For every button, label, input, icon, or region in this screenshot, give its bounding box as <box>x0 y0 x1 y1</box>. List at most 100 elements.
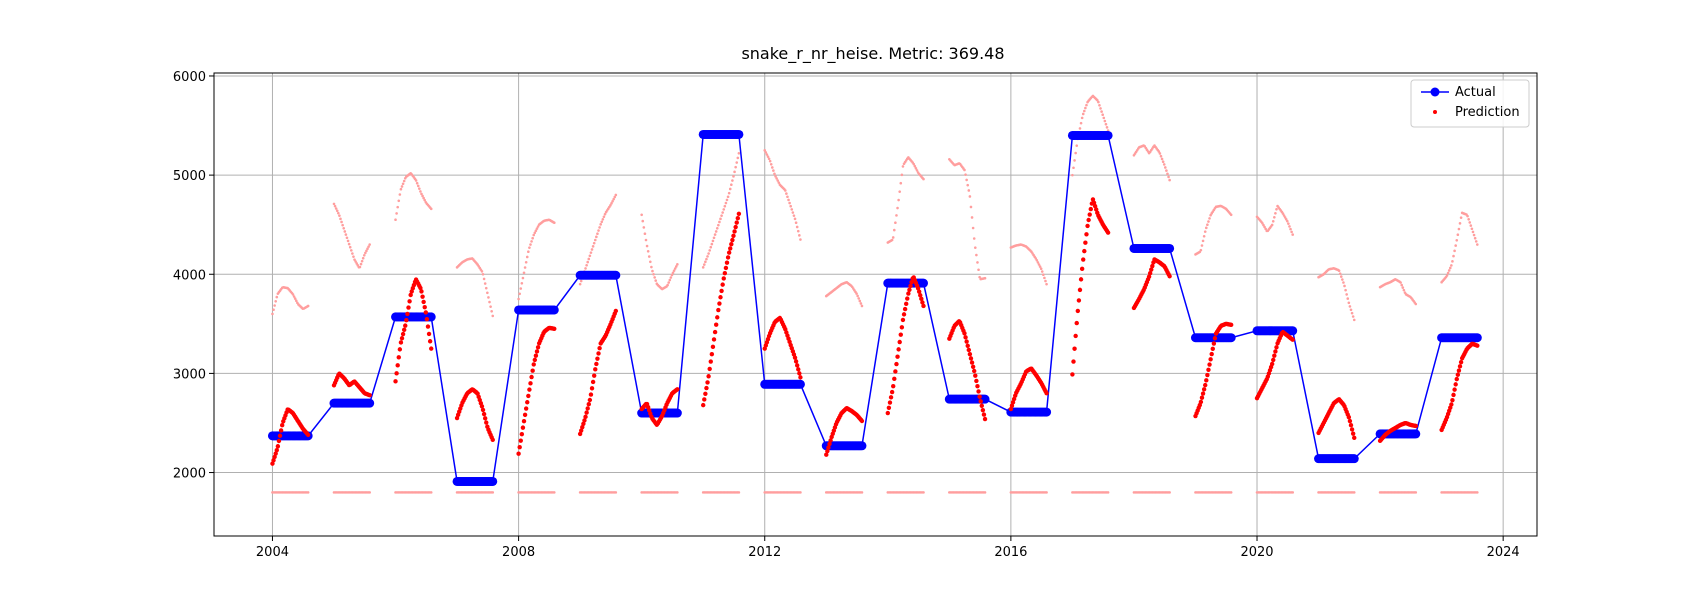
prediction-faint-point <box>718 220 721 224</box>
actual-marker <box>1226 333 1236 343</box>
prediction-point <box>420 294 425 299</box>
prediction-point <box>400 331 406 337</box>
prediction-faint-point <box>775 177 778 180</box>
prediction-faint-point <box>734 165 737 169</box>
prediction-point <box>1456 368 1462 373</box>
prediction-faint-point <box>1079 121 1083 125</box>
prediction-point <box>900 317 906 323</box>
prediction-point <box>396 355 401 360</box>
prediction-faint-point <box>1287 222 1290 225</box>
prediction-point <box>1458 359 1464 365</box>
prediction-faint-point <box>429 207 433 211</box>
prediction-faint-point <box>860 304 864 308</box>
actual-marker <box>734 129 744 139</box>
prediction-faint-point <box>644 238 648 242</box>
prediction-point <box>1350 431 1356 436</box>
prediction-faint-point <box>1080 116 1084 120</box>
prediction-faint-point <box>579 279 583 283</box>
prediction-faint-point <box>772 169 775 172</box>
prediction-faint-point <box>1263 225 1266 229</box>
prediction-faint-point <box>643 232 647 236</box>
prediction-point <box>367 393 372 398</box>
legend-actual-label: Actual <box>1455 85 1496 100</box>
prediction-point <box>827 441 832 447</box>
prediction-point <box>580 424 585 430</box>
prediction-faint-point <box>599 223 602 226</box>
prediction-faint-point <box>669 276 673 279</box>
prediction-point <box>920 300 925 305</box>
prediction-faint-point <box>1285 219 1289 223</box>
prediction-point <box>717 301 722 306</box>
prediction-faint-point <box>338 214 341 217</box>
y-tick-label: 6000 <box>173 70 206 85</box>
prediction-faint-point <box>530 240 533 243</box>
prediction-faint-point <box>668 278 672 282</box>
prediction-faint-point <box>399 187 403 191</box>
prediction-faint-point <box>721 211 724 214</box>
prediction-faint-point <box>1095 98 1099 102</box>
prediction-faint-point <box>595 235 598 239</box>
prediction-point <box>552 326 557 331</box>
prediction-faint-point <box>1273 215 1276 219</box>
prediction-faint-point <box>306 304 310 308</box>
prediction-faint-point <box>1038 265 1042 268</box>
prediction-faint-point <box>1099 107 1102 110</box>
prediction-faint-point <box>484 286 488 290</box>
prediction-point <box>275 444 281 449</box>
prediction-point <box>397 347 403 352</box>
actual-marker <box>365 398 375 408</box>
prediction-point <box>582 418 587 423</box>
prediction-faint-point <box>776 179 780 182</box>
prediction-faint-point <box>602 215 606 219</box>
prediction-faint-point <box>972 237 976 240</box>
prediction-faint-point <box>1474 240 1478 243</box>
prediction-faint-point <box>1040 270 1044 273</box>
prediction-faint-point <box>589 251 593 254</box>
prediction-point <box>720 282 725 287</box>
prediction-faint-point <box>1037 263 1041 266</box>
prediction-point <box>1083 240 1088 245</box>
prediction-faint-point <box>1288 225 1291 228</box>
prediction-point <box>733 224 738 230</box>
prediction-point <box>718 295 723 300</box>
prediction-point <box>793 359 799 364</box>
prediction-point <box>587 397 593 403</box>
prediction-faint-point <box>1342 281 1345 284</box>
prediction-faint-point <box>533 231 537 235</box>
prediction-point <box>731 233 736 239</box>
prediction-faint-point <box>855 292 858 295</box>
prediction-faint-point <box>1200 244 1204 247</box>
prediction-faint-point <box>768 159 772 163</box>
prediction-point <box>715 315 720 320</box>
prediction-point <box>899 325 905 330</box>
prediction-faint-point <box>1206 223 1209 226</box>
prediction-point <box>710 344 716 350</box>
prediction-faint-point <box>596 232 599 236</box>
prediction-faint-point <box>351 252 354 255</box>
prediction-faint-point <box>345 236 349 240</box>
prediction-faint-point <box>272 308 275 312</box>
prediction-point <box>719 288 724 294</box>
prediction-point <box>705 380 710 385</box>
prediction-point <box>732 229 737 234</box>
prediction-point <box>1147 270 1153 276</box>
prediction-faint-point <box>1451 260 1454 263</box>
prediction-point <box>521 418 527 424</box>
prediction-faint-point <box>795 225 799 229</box>
prediction-faint-point <box>796 229 800 233</box>
prediction-faint-point <box>418 187 421 190</box>
prediction-faint-point <box>652 272 655 276</box>
prediction-faint-point <box>646 249 650 253</box>
prediction-point <box>964 339 969 344</box>
prediction-point <box>886 405 892 411</box>
prediction-faint-point <box>364 251 367 255</box>
prediction-faint-point <box>1042 273 1045 277</box>
prediction-point <box>962 331 967 336</box>
prediction-faint-point <box>713 233 717 236</box>
prediction-point <box>711 337 717 342</box>
prediction-faint-point <box>578 282 582 286</box>
prediction-point <box>1072 346 1077 351</box>
prediction-faint-point <box>1345 293 1348 296</box>
prediction-faint-point <box>584 267 587 270</box>
actual-marker <box>549 305 559 315</box>
